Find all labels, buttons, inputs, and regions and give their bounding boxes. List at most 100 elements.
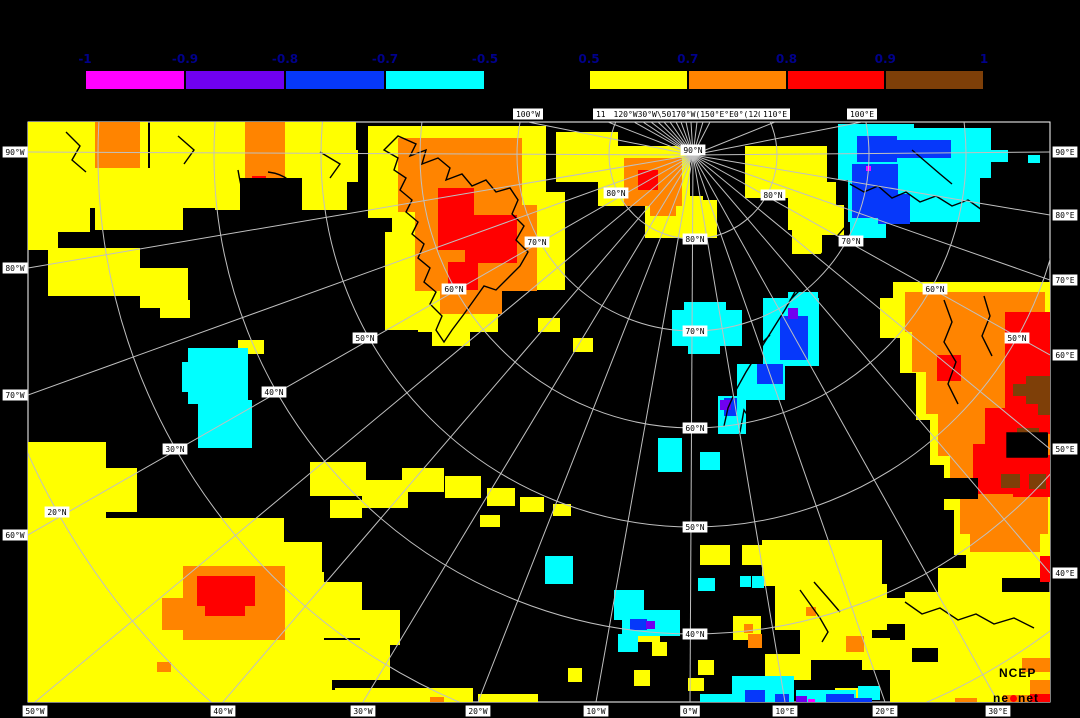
meridian-line	[28, 151, 694, 156]
longitude-label-right: 50°E	[1052, 443, 1078, 455]
map-region	[240, 178, 302, 230]
latitude-label: 90°N	[680, 144, 706, 156]
colorbar-tick-label: -0.9	[171, 52, 199, 66]
longitude-label-right: 70°E	[1052, 274, 1078, 286]
meridian-line	[692, 122, 863, 156]
latitude-label: 80°N	[760, 189, 786, 201]
map-region	[638, 170, 658, 190]
map-region	[720, 400, 731, 410]
map-region	[1040, 556, 1050, 582]
map-region	[808, 699, 815, 702]
svg-text:50°E: 50°E	[1055, 445, 1074, 454]
map-region	[278, 582, 362, 638]
latitude-label: 80°N	[603, 187, 629, 199]
svg-text:50°N: 50°N	[355, 334, 374, 343]
map-region	[630, 619, 647, 630]
svg-text:50°N: 50°N	[1007, 334, 1026, 343]
colorbar-tick-label: -0.8	[271, 52, 299, 66]
meridian-line	[692, 154, 786, 702]
svg-text:100°W: 100°W	[516, 110, 540, 119]
longitude-label-left: 80°W	[2, 262, 28, 274]
map-region	[95, 468, 137, 512]
svg-text:20°W: 20°W	[468, 707, 487, 716]
map-region	[862, 638, 890, 670]
map-region	[688, 344, 720, 354]
map-region	[1038, 398, 1050, 415]
meridian-line	[477, 154, 694, 702]
map-region	[362, 480, 408, 508]
map-region	[937, 478, 978, 499]
map-region	[788, 292, 818, 312]
meridian-line	[362, 154, 694, 702]
map-region	[430, 697, 444, 702]
svg-text:40°E: 40°E	[1055, 569, 1074, 578]
map-region	[95, 122, 140, 168]
map-region	[1013, 384, 1029, 396]
map-region	[700, 694, 736, 702]
svg-text:70°N: 70°N	[527, 238, 546, 247]
map-region	[857, 136, 897, 162]
coastline-path	[799, 581, 1035, 643]
longitude-label-top: 110°E	[760, 108, 790, 120]
map-region	[700, 452, 720, 470]
map-region	[775, 694, 789, 702]
svg-text:60°N: 60°N	[685, 424, 704, 433]
longitude-label-bottom: 20°E	[872, 705, 898, 717]
map-region	[148, 640, 332, 692]
svg-text:80°W: 80°W	[5, 264, 24, 273]
map-region	[966, 550, 1050, 578]
map-region	[1007, 433, 1048, 457]
map-region	[330, 500, 362, 518]
meridian-line	[692, 154, 1050, 450]
svg-text:30°W: 30°W	[353, 707, 372, 716]
svg-text:50°W: 50°W	[25, 707, 44, 716]
map-region	[646, 621, 655, 629]
colorbar-segment	[885, 70, 984, 90]
map-region	[48, 248, 140, 296]
meridian-line	[34, 154, 694, 702]
longitude-label-bottom: 20°W	[465, 705, 491, 717]
longitude-label-left: 60°W	[2, 529, 28, 541]
longitude-label-top: 120°W30°W\50170°W(150°E°E0°(120°E	[605, 108, 781, 120]
region-layer-P	[646, 308, 807, 702]
map-region	[970, 530, 1040, 552]
map-region	[788, 308, 798, 319]
coastline-path	[735, 408, 755, 460]
svg-text:90°N: 90°N	[683, 146, 702, 155]
map-region	[748, 634, 762, 648]
map-region	[182, 362, 202, 392]
coastline-path	[849, 149, 983, 211]
meridian-line	[28, 154, 694, 396]
longitude-label-left: 90°W	[2, 146, 28, 158]
map-region	[960, 494, 1048, 534]
longitude-label-right: 90°E	[1052, 146, 1078, 158]
coastline-path	[943, 295, 1048, 458]
svg-text:10°E: 10°E	[775, 707, 794, 716]
map-region	[796, 696, 807, 702]
watermark-line1: NCEP	[999, 666, 1037, 680]
latitude-label: 80°N	[682, 233, 708, 245]
colorbar-tick-label: 0.5	[578, 52, 600, 66]
latitude-label: 70°N	[524, 236, 550, 248]
svg-text:30°N: 30°N	[165, 445, 184, 454]
colorbar-tick-label: 0.7	[677, 52, 699, 66]
svg-text:70°N: 70°N	[685, 327, 704, 336]
map-region	[684, 302, 726, 312]
svg-text:110°E: 110°E	[763, 110, 787, 119]
svg-text:40°N: 40°N	[264, 388, 283, 397]
map-region	[157, 662, 171, 672]
watermark-ncep: NCEP	[999, 666, 1036, 680]
svg-text:60°N: 60°N	[925, 285, 944, 294]
map-region	[878, 194, 910, 224]
map-region	[402, 468, 444, 492]
colorbar-tick-label: 0.9	[874, 52, 896, 66]
map-region	[806, 607, 816, 616]
svg-text:10°W: 10°W	[586, 707, 605, 716]
longitude-label-right: 40°E	[1052, 567, 1078, 579]
svg-text:50°N: 50°N	[685, 523, 704, 532]
svg-text:40°W: 40°W	[213, 707, 232, 716]
longitude-label-right: 80°E	[1052, 209, 1078, 221]
map-region	[658, 438, 682, 472]
map-region	[752, 576, 764, 588]
